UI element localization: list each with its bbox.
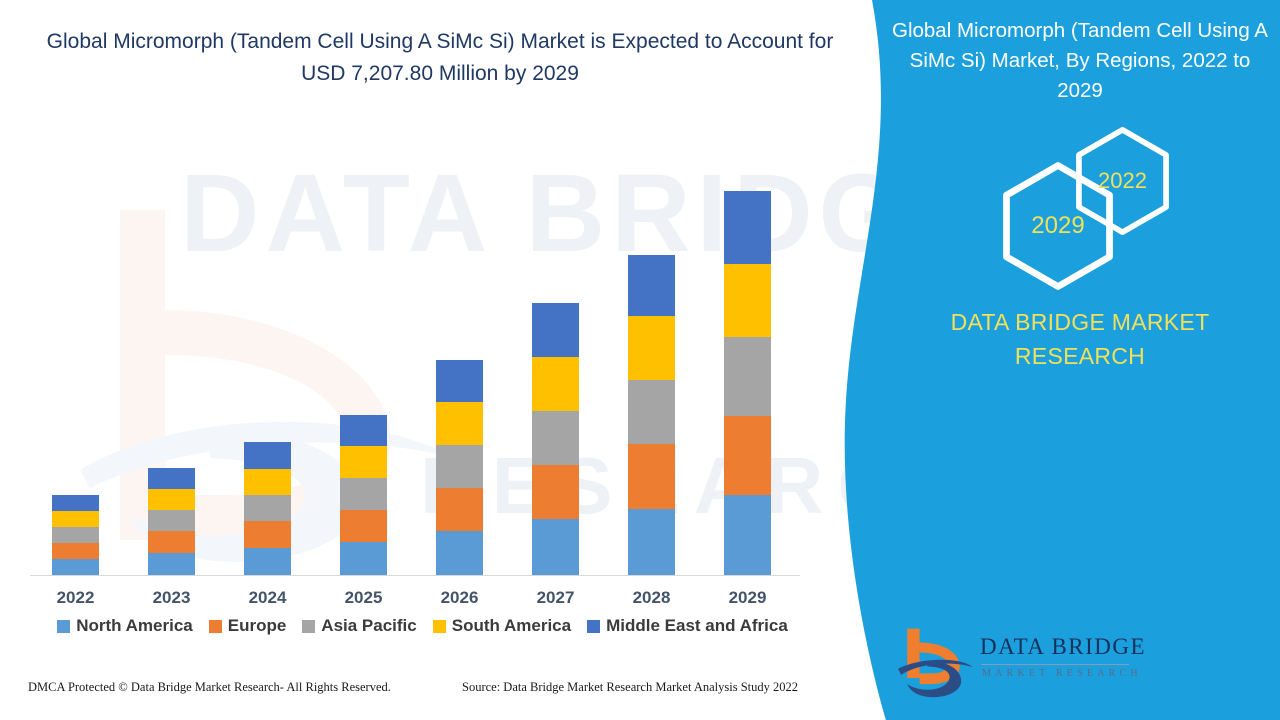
legend-label: Europe [227,616,287,635]
bar-segment [724,495,771,575]
bar-segment [52,543,99,559]
bar-segment [244,521,291,548]
hexagon-outline-icon [1003,162,1113,290]
x-axis-tick-label: 2029 [728,588,767,607]
logo-tagline: MARKET RESEARCH [982,668,1142,679]
bar-group [724,191,771,575]
bar-segment [244,495,291,521]
bar-segment [148,468,195,489]
right-panel-content: Global Micromorph (Tandem Cell Using A S… [880,0,1280,720]
bar-group [436,360,483,575]
bar-segment [628,509,675,575]
bar-segment [244,469,291,495]
x-axis-tick-label: 2022 [56,588,95,607]
bar-group [532,303,579,575]
bar-segment [628,316,675,380]
bar-segment [52,559,99,575]
legend-swatch-icon [587,619,601,633]
bar-segment [628,255,675,316]
legend-swatch-icon [208,619,222,633]
bar-segment [340,542,387,575]
dmca-notice: DMCA Protected © Data Bridge Market Rese… [28,680,391,694]
year-hexagons: 2029 2022 [880,127,1280,290]
hexagon-start-year-label: 2022 [1098,168,1147,193]
bar-segment [52,495,99,511]
bar-segment [724,337,771,416]
bar-segment [724,191,771,264]
right-panel-title: Global Micromorph (Tandem Cell Using A S… [892,19,1268,102]
x-axis-tick-label: 2027 [536,588,575,607]
bar-segment [436,360,483,402]
bar-segment [52,511,99,527]
page-title: Global Micromorph (Tandem Cell Using A S… [46,30,834,85]
x-axis-tick-label: 2026 [440,588,479,607]
chart-plot-area [30,185,810,575]
bar-segment [724,416,771,495]
bar-group [148,468,195,575]
logo-divider [981,664,1129,665]
legend-label: Middle East and Africa [606,616,788,635]
bar-segment [436,402,483,445]
bar-segment [244,548,291,575]
hexagon-outline-icon [1076,127,1169,235]
bar-group [52,495,99,575]
bar-segment [340,510,387,542]
bar-segment [532,303,579,357]
bar-segment [532,519,579,575]
x-axis-tick-label: 2024 [248,588,287,607]
x-axis-labels: 2022 2023 2024 2025 2026 2027 2028 2029 [0,588,845,616]
bar-group [244,442,291,575]
source-note: Source: Data Bridge Market Research Mark… [462,680,799,694]
left-chart-panel: DATA BRIDGE RESEARCH Global Micromorph (… [0,30,880,710]
bar-segment [148,489,195,510]
legend-item[interactable]: South America [432,616,572,636]
data-bridge-logo: DATA BRIDGE MARKET RESEARCH [888,620,1145,702]
bar-segment [340,478,387,510]
footer: DMCA Protected © Data Bridge Market Rese… [0,680,880,710]
bar-segment [148,531,195,553]
bar-segment [436,445,483,488]
bar-segment [340,415,387,446]
bar-segment [52,527,99,543]
bar-segment [148,510,195,531]
bar-segment [532,357,579,411]
x-axis-tick-label: 2025 [344,588,383,607]
legend-item[interactable]: Europe [208,616,287,636]
x-axis-tick-label: 2023 [152,588,191,607]
legend-swatch-icon [302,619,316,633]
bar-segment [148,553,195,575]
bar-segment [244,442,291,469]
legend-item[interactable]: North America [57,616,193,636]
bar-segment [532,465,579,519]
legend-label: South America [451,616,572,635]
legend-item[interactable]: Asia Pacific [302,616,417,636]
logo-wordmark: DATA BRIDGE [980,634,1147,659]
bar-segment [340,446,387,478]
hexagon-start-year: 2022 [1075,127,1170,235]
bar-group [628,255,675,575]
bar-segment [436,488,483,531]
legend-label: Asia Pacific [321,616,417,635]
data-bridge-mark-icon [898,628,973,698]
bar-segment [628,444,675,509]
bar-group [340,415,387,575]
bar-segment [628,380,675,444]
hexagon-end-year-label: 2029 [1031,212,1085,239]
x-axis-tick-label: 2028 [632,588,671,607]
bar-segment [532,411,579,465]
legend-item[interactable]: Middle East and Africa [587,616,788,636]
chart-legend: North America Europe Asia Pacific South Ame… [0,616,845,636]
x-axis-line [30,575,800,576]
legend-swatch-icon [432,619,446,633]
legend-swatch-icon [57,619,71,633]
legend-label: North America [76,616,193,635]
hexagon-end-year: 2029 [1002,162,1114,290]
bar-segment [436,531,483,575]
bar-segment [724,264,771,337]
brand-name: DATA BRIDGE MARKET RESEARCH [950,309,1210,369]
